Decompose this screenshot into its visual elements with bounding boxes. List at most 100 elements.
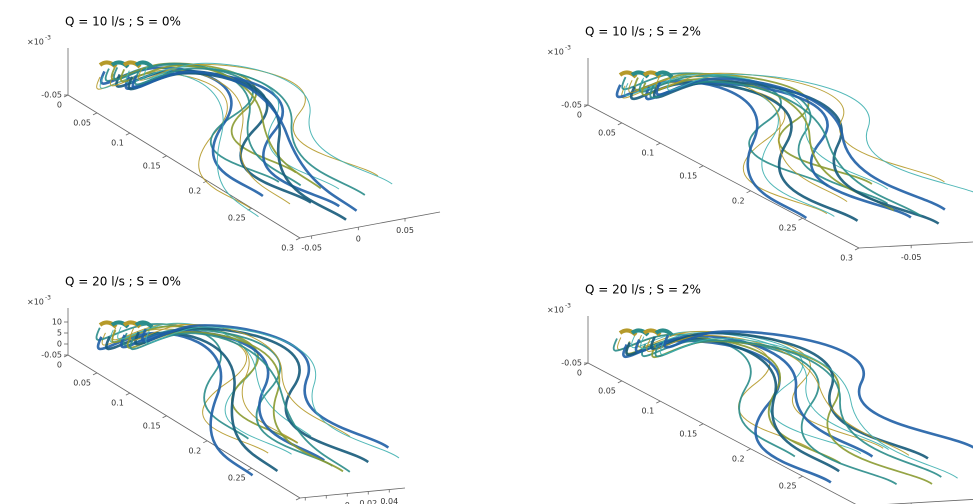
streamline-head — [134, 320, 154, 329]
streamline — [659, 338, 958, 479]
streamline — [124, 71, 340, 208]
streamline — [127, 71, 347, 221]
x-tick — [698, 165, 704, 169]
x-tick — [162, 415, 167, 419]
streamline — [650, 331, 929, 460]
x-tick-label: 0.25 — [779, 224, 797, 233]
x-tick-label: 0.25 — [228, 214, 246, 223]
streamline — [639, 73, 889, 190]
x-tick — [583, 104, 589, 108]
x-axis — [67, 354, 301, 499]
streamline-head — [110, 60, 130, 69]
streamline — [134, 67, 366, 196]
streamline — [129, 332, 351, 473]
streamline — [637, 330, 884, 449]
x-tick — [617, 122, 623, 126]
x-tick — [698, 423, 704, 427]
x-tick — [746, 190, 751, 194]
z-tick-label: 0 — [57, 340, 62, 349]
panel-title: Q = 10 l/s ; S = 2% — [585, 25, 701, 39]
streamline — [96, 331, 254, 477]
streamline — [120, 329, 325, 462]
y-tick-label: -0.05 — [901, 253, 922, 262]
y-tick-label: -0.05 — [301, 243, 322, 252]
x-tick-label: 0.3 — [281, 244, 294, 253]
x-tick — [125, 132, 131, 136]
x-tick — [583, 362, 589, 366]
x-tick-label: 0 — [57, 101, 62, 110]
x-tick-label: 0.1 — [642, 407, 655, 416]
streamline — [649, 80, 923, 218]
exponent: -3 — [45, 295, 51, 302]
x-tick — [295, 497, 301, 501]
x-tick — [162, 155, 167, 159]
z-tick-label: 10 — [52, 318, 62, 327]
streamline — [111, 325, 299, 444]
x-tick — [854, 247, 860, 251]
streamline — [109, 69, 291, 205]
z-tick-label: 5 — [57, 329, 62, 338]
streamline — [612, 333, 796, 458]
x-axis — [67, 94, 301, 239]
streamline-head — [654, 328, 674, 337]
x-axis — [587, 362, 857, 504]
streamline — [615, 79, 808, 220]
streamline-head — [630, 70, 650, 79]
panel: Q = 10 l/s ; S = 0%×10 -3-0.0500.050.10.1… — [27, 15, 441, 253]
x-tick — [656, 400, 661, 404]
y-tick-label: 0.02 — [359, 499, 377, 504]
streamline — [655, 72, 945, 183]
x-tick — [125, 392, 131, 396]
y-tick-label: 0.05 — [396, 226, 414, 235]
x-tick — [798, 475, 803, 479]
y-axis — [886, 499, 973, 504]
x-tick — [92, 112, 98, 116]
streamline — [105, 331, 279, 473]
streamline — [122, 328, 333, 467]
streamline-head — [122, 320, 142, 329]
y-tick-label: 0 — [345, 501, 350, 504]
streamline-head — [642, 328, 662, 337]
y-axis — [299, 487, 406, 499]
x-tick-label: 0.15 — [143, 161, 161, 170]
panel-title: Q = 10 l/s ; S = 0% — [65, 15, 181, 29]
x-axis — [587, 104, 860, 249]
x-tick — [746, 448, 751, 452]
x-tick — [63, 354, 69, 358]
streamline — [663, 330, 973, 449]
x-tick — [247, 467, 252, 471]
streamline-head — [134, 60, 154, 69]
streamline-head — [654, 70, 674, 79]
streamline-head — [618, 328, 638, 337]
streamline — [131, 70, 358, 212]
x-tick-label: 0.15 — [679, 429, 697, 438]
x-tick-label: 0.2 — [732, 196, 745, 205]
exponent-base: ×10 — [27, 298, 44, 307]
y-axis — [858, 241, 973, 249]
streamline-head — [122, 60, 142, 69]
x-tick — [656, 142, 661, 146]
streamline — [126, 331, 344, 473]
x-tick — [63, 94, 69, 98]
x-tick — [92, 372, 98, 376]
exponent: -3 — [565, 303, 571, 310]
streamline-head — [618, 70, 638, 79]
streamline-head — [110, 320, 130, 329]
x-tick-label: 0.15 — [143, 421, 161, 430]
streamline — [634, 334, 874, 458]
exponent-base: ×10 — [27, 38, 44, 47]
x-tick-label: 0.2 — [188, 186, 201, 195]
x-tick — [203, 440, 208, 444]
x-tick-label: 0.3 — [840, 254, 853, 263]
x-tick-label: 0.2 — [732, 454, 745, 463]
streamline — [110, 62, 297, 174]
streamline — [117, 322, 312, 437]
x-tick-label: 0.1 — [111, 139, 124, 148]
exponent-base: ×10 — [547, 306, 564, 315]
streamline — [145, 326, 400, 459]
z-tick-label: -0.05 — [41, 91, 62, 100]
x-tick-label: 0.1 — [111, 399, 124, 408]
exponent-base: ×10 — [547, 48, 564, 57]
exponent: -3 — [565, 45, 571, 52]
